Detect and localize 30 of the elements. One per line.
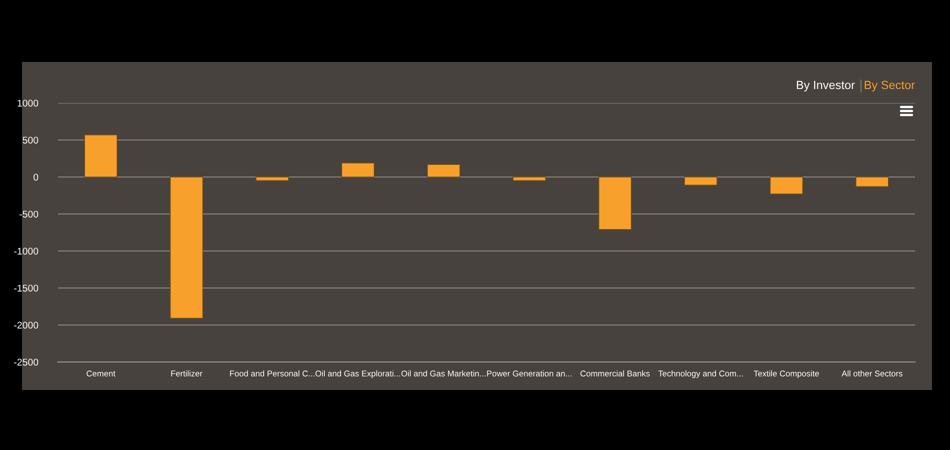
y-tick-label: 500 — [22, 136, 38, 144]
x-tick-label: Fertilizer — [171, 370, 202, 376]
y-tick-label: -2500 — [14, 358, 38, 366]
x-tick-label: Commercial Banks — [580, 370, 650, 376]
y-tick-label: 1000 — [18, 100, 38, 107]
x-tick-label: Textile Composite — [754, 370, 819, 378]
x-tick-label: Oil and Gas Marketin... — [401, 370, 486, 376]
text: By Sector — [864, 80, 915, 92]
bar — [598, 176, 632, 230]
x-tick-label: Food and Personal C... — [230, 370, 314, 376]
y-tick-label: -2000 — [14, 322, 38, 329]
bar — [770, 176, 804, 194]
bar — [684, 176, 718, 186]
bar — [170, 176, 204, 319]
bar — [855, 176, 889, 188]
x-tick-label: Oil and Gas Explorati... — [316, 370, 400, 378]
bar — [426, 164, 460, 178]
bar — [512, 176, 546, 182]
x-tick-label: Cement — [86, 370, 116, 376]
text: By Investor — [796, 80, 855, 92]
x-tick-label: All other Sectors — [842, 370, 902, 376]
y-tick-label: 0 — [34, 174, 38, 181]
y-tick-label: -1500 — [14, 284, 38, 292]
y-tick-label: -1000 — [14, 248, 38, 255]
bar — [341, 162, 375, 178]
bar — [84, 134, 118, 178]
x-tick-label: Technology and Com... — [658, 370, 743, 378]
bar — [256, 176, 289, 182]
x-tick-label: Power Generation an... — [487, 370, 572, 376]
y-tick-label: -500 — [20, 210, 38, 218]
